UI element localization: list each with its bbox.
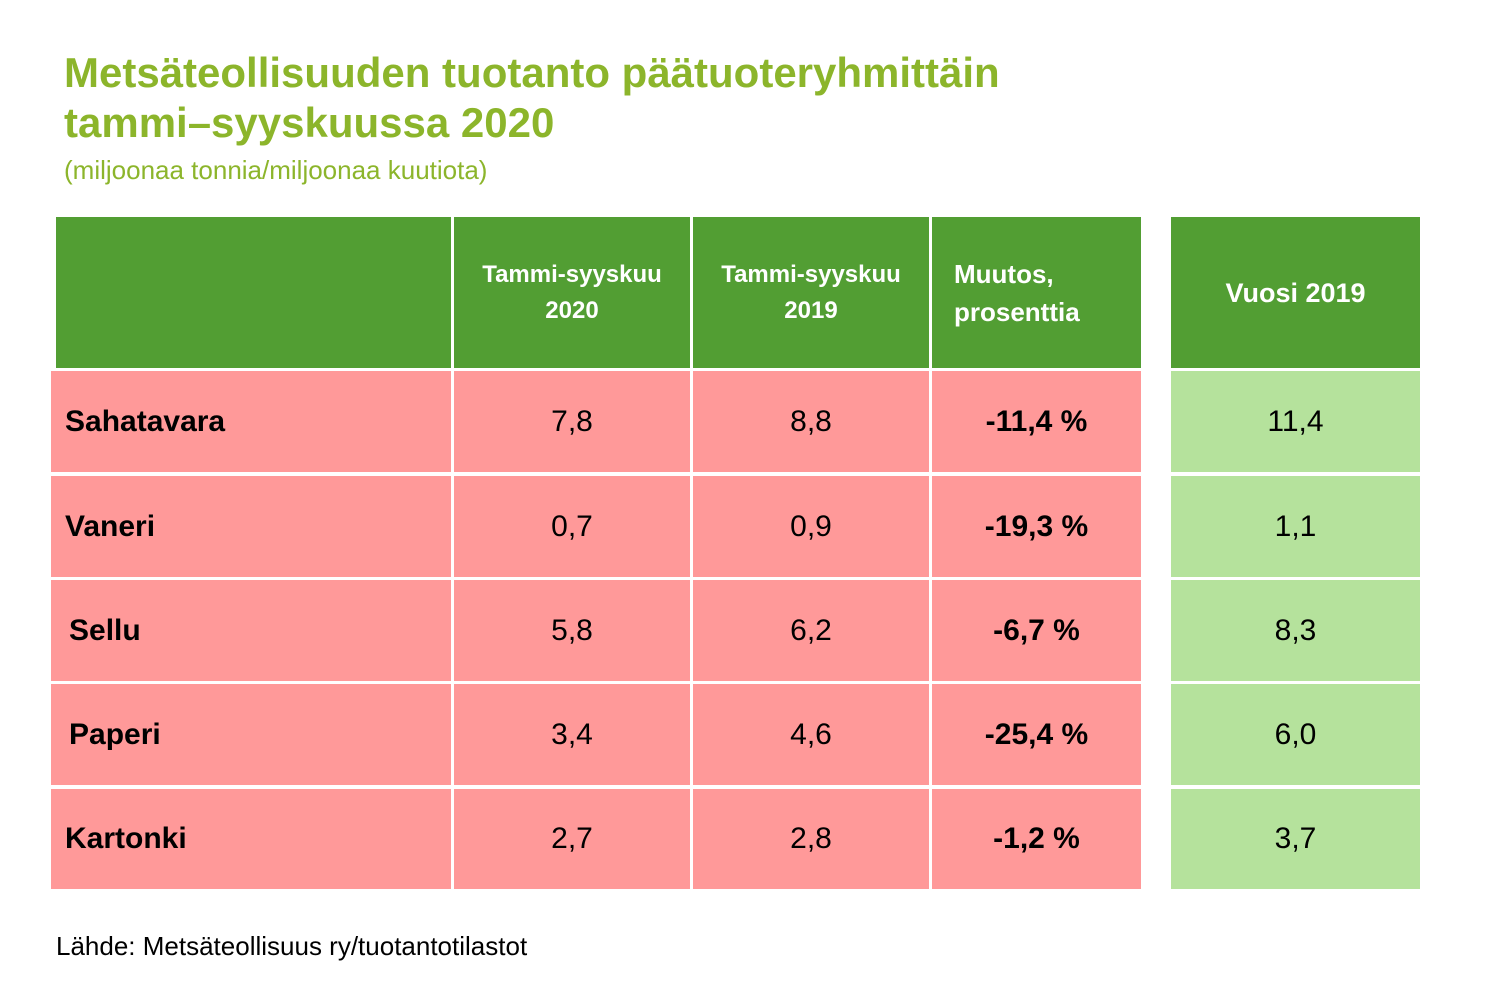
cell-year-2019: 8,3 — [1171, 580, 1420, 681]
header-vuosi-2019: Vuosi 2019 — [1171, 217, 1420, 368]
header-col3-line1: Muutos, — [954, 258, 1054, 289]
header-col1-line1: Tammi-syyskuu — [482, 260, 662, 288]
chart-title: Metsäteollisuuden tuotanto päätuoteryhmi… — [64, 48, 1000, 148]
header-tammi-syyskuu-2019: Tammi-syyskuu 2019 — [693, 217, 929, 368]
cell-2020: 0,7 — [454, 476, 690, 577]
cell-2020: 7,8 — [454, 371, 690, 472]
cell-2020: 3,4 — [454, 684, 690, 785]
cell-change: -19,3 % — [932, 476, 1141, 577]
row-name-paperi: Paperi — [51, 684, 451, 785]
row-name-vaneri: Vaneri — [51, 476, 451, 577]
cell-change: -1,2 % — [932, 789, 1141, 889]
cell-change: -11,4 % — [932, 371, 1141, 472]
cell-year-2019: 3,7 — [1171, 789, 1420, 889]
row-name-kartonki: Kartonki — [51, 789, 451, 889]
header-col2-line1: Tammi-syyskuu — [721, 260, 901, 288]
header-col1-line2: 2020 — [545, 296, 599, 324]
header-col2-line2: 2019 — [784, 296, 838, 324]
header-empty-cell — [56, 217, 451, 368]
cell-2020: 5,8 — [454, 580, 690, 681]
cell-2019: 6,2 — [693, 580, 929, 681]
header-tammi-syyskuu-2020: Tammi-syyskuu 2020 — [454, 217, 690, 368]
cell-2020: 2,7 — [454, 789, 690, 889]
source-note: Lähde: Metsäteollisuus ry/tuotantotilast… — [56, 931, 528, 961]
title-line-2: tammi–syyskuussa 2020 — [64, 99, 555, 146]
cell-2019: 2,8 — [693, 789, 929, 889]
cell-year-2019: 11,4 — [1171, 371, 1420, 472]
row-name-sahatavara: Sahatavara — [51, 371, 451, 472]
cell-2019: 4,6 — [693, 684, 929, 785]
title-line-1: Metsäteollisuuden tuotanto päätuoteryhmi… — [64, 49, 1000, 96]
row-name-sellu: Sellu — [51, 580, 451, 681]
cell-2019: 8,8 — [693, 371, 929, 472]
chart-subtitle: (miljoonaa tonnia/miljoonaa kuutiota) — [64, 155, 488, 185]
cell-year-2019: 6,0 — [1171, 684, 1420, 785]
header-col3-line2: prosenttia — [954, 296, 1080, 327]
cell-2019: 0,9 — [693, 476, 929, 577]
cell-change: -6,7 % — [932, 580, 1141, 681]
cell-year-2019: 1,1 — [1171, 476, 1420, 577]
cell-change: -25,4 % — [932, 684, 1141, 785]
header-muutos: Muutos, prosenttia — [932, 217, 1141, 368]
